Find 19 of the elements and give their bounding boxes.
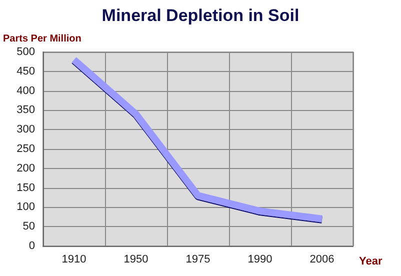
y-tick-label: 150 [16,182,35,194]
y-tick-label: 250 [16,143,35,155]
x-tick-label: 1950 [124,254,148,266]
y-tick-label: 500 [16,46,35,58]
y-tick-label: 200 [16,162,35,174]
y-tick-label: 400 [16,84,35,97]
y-tick-label: 0 [28,240,35,252]
y-tick-label: 450 [16,65,35,78]
chart-title: Mineral Depletion in Soil [102,6,300,25]
y-tick-label: 350 [16,104,35,116]
x-tick-label: 1990 [248,254,272,266]
y-tick-label: 50 [22,220,35,233]
x-tick-label: 1975 [186,254,210,266]
x-tick-label: 2006 [310,254,334,266]
y-tick-label: 300 [16,124,35,136]
y-tick-label: 100 [16,201,35,214]
x-tick-label: 1910 [62,254,86,266]
x-axis-title: Year [359,256,383,268]
y-axis-title: Parts Per Million [3,34,82,44]
